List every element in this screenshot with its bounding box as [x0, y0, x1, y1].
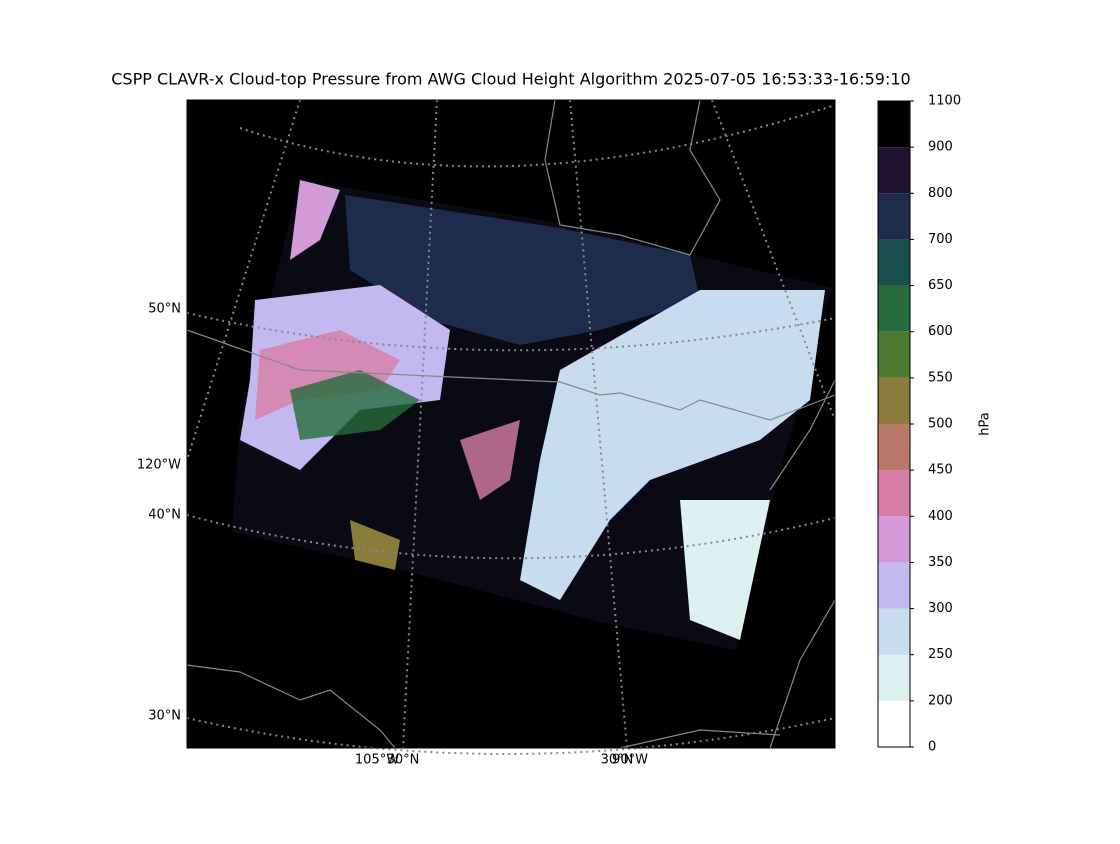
grid-line: [186, 514, 836, 560]
colorbar-tick-label: 200: [928, 693, 953, 708]
colorbar-tick-label: 650: [928, 278, 953, 293]
cloud-pink2: [460, 420, 520, 500]
grid-line: [186, 717, 836, 755]
lat-label: 50°N: [148, 302, 181, 317]
lon-label: 30°N: [601, 753, 634, 768]
colorbar-tick-label: 900: [928, 140, 953, 155]
colorbar-tick-label: 800: [928, 186, 953, 201]
title: CSPP CLAVR-x Cloud-top Pressure from AWG…: [111, 70, 910, 89]
cloud-high: [345, 195, 700, 345]
lat-label: 30°N: [148, 709, 181, 724]
lon-label: 30°N: [387, 753, 420, 768]
colorbar-tick-label: 500: [928, 417, 953, 432]
colorbar-label: hPa: [978, 412, 993, 435]
lat-label: 120°W: [137, 458, 181, 473]
cloud-low: [520, 290, 825, 600]
coastline: [544, 99, 721, 256]
colorbar-bin: [878, 101, 910, 148]
coastline: [619, 379, 836, 749]
grid-line: [186, 312, 836, 352]
colorbar-tick-label: 1100: [928, 94, 961, 109]
colorbar-bin: [878, 424, 910, 471]
colorbar-bin: [878, 608, 910, 655]
colorbar-bin: [878, 470, 910, 517]
grid-line: [239, 104, 836, 168]
colorbar-bin: [878, 285, 910, 332]
grid-line: [402, 99, 438, 749]
map-frame: [186, 99, 836, 749]
colorbar-tick-label: 0: [928, 740, 936, 755]
cloud-pink: [255, 330, 400, 420]
colorbar-bin: [878, 239, 910, 286]
colorbar-bin: [878, 193, 910, 240]
colorbar-tick-label: 250: [928, 647, 953, 662]
colorbar-bin: [878, 331, 910, 378]
lon-label: 105°W: [355, 753, 399, 768]
grid-line: [569, 99, 628, 749]
colorbar-tick-label: 450: [928, 463, 953, 478]
cloud-olive: [350, 520, 400, 570]
colorbar-bin: [878, 516, 910, 563]
border: [186, 329, 836, 421]
map: [186, 99, 836, 755]
colorbar-tick-label: 400: [928, 509, 953, 524]
cloud-lowest: [680, 500, 770, 640]
cloud-lilac: [290, 180, 340, 260]
cloud-green: [290, 370, 420, 440]
colorbar-tick-label: 600: [928, 324, 953, 339]
lon-label: 90°W: [612, 753, 648, 768]
colorbar-bin: [878, 654, 910, 701]
colorbar-bin: [878, 147, 910, 194]
colorbar-bin: [878, 562, 910, 609]
lat-label: 40°N: [148, 508, 181, 523]
colorbar-tick-label: 550: [928, 370, 953, 385]
colorbar-bin: [878, 700, 910, 747]
colorbar-tick-label: 300: [928, 601, 953, 616]
border: [186, 664, 396, 749]
colorbar-tick-label: 350: [928, 555, 953, 570]
colorbar-tick-label: 700: [928, 232, 953, 247]
colorbar-bin: [878, 377, 910, 424]
